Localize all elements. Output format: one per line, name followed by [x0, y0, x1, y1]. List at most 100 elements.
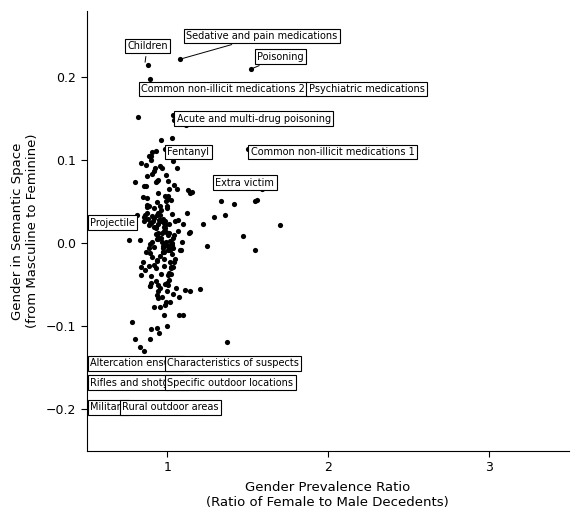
Point — [143, 61, 153, 69]
Point — [160, 262, 169, 270]
Point — [166, 270, 176, 278]
Point — [169, 244, 178, 252]
Point — [156, 270, 165, 279]
Point — [145, 240, 154, 248]
Point — [160, 220, 169, 228]
Point — [153, 189, 162, 197]
Point — [158, 248, 167, 256]
Point — [166, 264, 176, 272]
Text: Characteristics of suspects: Characteristics of suspects — [164, 358, 299, 369]
Point — [154, 235, 163, 243]
Point — [163, 271, 172, 279]
Point — [155, 215, 165, 224]
Point — [161, 280, 170, 289]
Text: Rural outdoor areas: Rural outdoor areas — [122, 402, 219, 412]
Point — [133, 403, 143, 411]
Point — [185, 287, 194, 295]
Point — [154, 287, 163, 295]
Point — [152, 264, 161, 272]
Point — [160, 301, 169, 309]
Point — [168, 233, 177, 242]
Point — [147, 148, 157, 156]
Point — [143, 203, 152, 211]
Point — [142, 193, 151, 202]
Point — [229, 200, 238, 208]
Point — [163, 195, 172, 203]
Point — [153, 291, 162, 300]
Text: Extra victim: Extra victim — [215, 178, 274, 188]
Point — [166, 258, 175, 266]
Point — [158, 248, 168, 256]
Point — [142, 248, 151, 256]
Point — [252, 196, 262, 204]
Point — [153, 281, 162, 289]
Point — [155, 252, 164, 261]
Point — [257, 185, 266, 193]
Point — [143, 172, 152, 180]
Point — [139, 216, 148, 225]
Point — [147, 271, 156, 280]
Point — [135, 343, 144, 351]
Point — [161, 217, 170, 226]
Point — [167, 210, 176, 218]
Text: Fentanyl: Fentanyl — [167, 147, 209, 157]
Point — [169, 152, 178, 161]
Point — [147, 170, 156, 178]
Point — [118, 362, 127, 370]
Point — [183, 186, 193, 194]
Point — [146, 219, 155, 227]
Point — [139, 181, 148, 190]
Point — [153, 198, 162, 206]
Point — [169, 111, 178, 119]
Point — [176, 246, 186, 254]
Point — [150, 164, 160, 172]
Point — [172, 164, 182, 173]
Point — [147, 155, 156, 164]
Point — [170, 180, 179, 189]
Point — [160, 311, 169, 319]
Text: Rifles and shotguns: Rifles and shotguns — [90, 378, 186, 387]
Point — [173, 227, 183, 235]
Point — [169, 231, 178, 239]
Point — [164, 281, 173, 290]
Point — [147, 253, 157, 261]
Point — [161, 297, 171, 306]
Point — [139, 193, 148, 201]
Point — [152, 257, 161, 265]
Point — [163, 246, 172, 254]
Point — [169, 157, 178, 165]
Point — [146, 219, 155, 227]
Text: Poisoning: Poisoning — [253, 51, 304, 68]
Point — [146, 152, 155, 160]
Point — [169, 263, 178, 271]
Point — [162, 228, 171, 236]
Point — [144, 152, 154, 160]
Point — [170, 258, 179, 266]
Point — [182, 209, 191, 217]
Point — [127, 318, 136, 326]
Point — [148, 217, 158, 225]
Point — [182, 121, 191, 129]
Text: Common non-illicit medications 2: Common non-illicit medications 2 — [142, 84, 305, 94]
Point — [143, 215, 153, 224]
Point — [151, 223, 160, 231]
Point — [166, 237, 175, 245]
Point — [160, 248, 169, 256]
Point — [158, 244, 168, 252]
Point — [162, 171, 171, 179]
Point — [160, 218, 169, 227]
Point — [161, 238, 171, 246]
Point — [165, 220, 174, 228]
Point — [130, 334, 140, 343]
Point — [150, 204, 159, 213]
Point — [160, 242, 169, 250]
Point — [175, 55, 184, 63]
Point — [163, 322, 172, 330]
Point — [146, 281, 155, 290]
Point — [157, 163, 166, 172]
Text: Common non-illicit medications 1: Common non-illicit medications 1 — [248, 147, 415, 157]
Point — [153, 177, 162, 186]
Point — [238, 231, 248, 240]
Point — [170, 255, 179, 263]
Point — [160, 227, 169, 235]
